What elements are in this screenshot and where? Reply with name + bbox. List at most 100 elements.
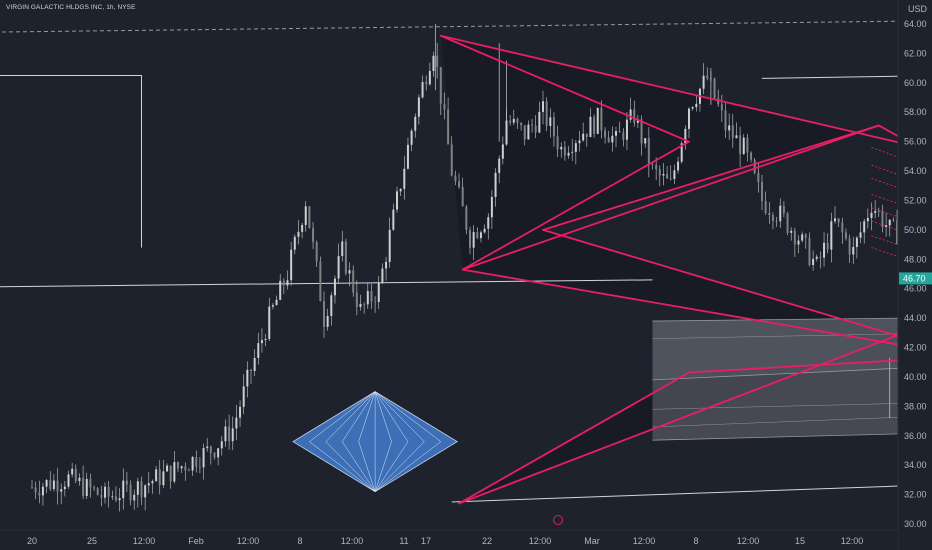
candle-body [585, 133, 588, 138]
candle-body [166, 465, 169, 472]
candle-body [615, 131, 617, 136]
pattern-line [439, 34, 898, 144]
x-tick-label: 25 [87, 536, 97, 546]
candle-body [542, 101, 544, 112]
candle-body [319, 261, 322, 302]
x-tick-label: 11 [399, 536, 408, 546]
candle-body [326, 315, 329, 327]
diamond-ray [342, 391, 376, 442]
candle-body [844, 232, 847, 239]
y-tick-label: 56.00 [904, 137, 927, 147]
candle-body [370, 291, 373, 302]
candle-body [523, 125, 526, 140]
candle-body [768, 212, 771, 215]
candle-body [38, 492, 41, 496]
candle-body [173, 462, 176, 482]
candle-body [421, 81, 424, 98]
y-tick-label: 54.00 [904, 166, 927, 176]
candle-body [666, 173, 669, 179]
white-trend-line [761, 75, 898, 79]
y-tick-label: 30.00 [904, 519, 927, 529]
candle-body [808, 237, 811, 266]
candle-body [315, 241, 318, 262]
candle-body [479, 232, 482, 239]
pattern-line [458, 334, 898, 505]
candle-body [41, 486, 44, 496]
candle-body [447, 109, 450, 145]
candle-body [604, 130, 607, 138]
candle-body [531, 124, 534, 126]
candle-body [392, 209, 395, 230]
candle-body [552, 117, 555, 137]
candle-body [498, 158, 501, 173]
candle-body [282, 280, 285, 286]
x-tick-label: 8 [297, 536, 302, 546]
candle-body [140, 481, 143, 498]
candle-body [866, 218, 869, 222]
candle-body [45, 480, 48, 487]
candle-body [520, 123, 523, 126]
chart-title: VIRGIN GALACTIC HLDGS INC, 1h, NYSE [6, 4, 136, 11]
candle-body [330, 295, 333, 316]
candle-body [74, 468, 77, 482]
event-marker[interactable] [553, 515, 563, 525]
candle-body [560, 146, 563, 150]
candle-body [757, 172, 760, 183]
candle-body [151, 481, 154, 484]
candle-body [815, 256, 818, 259]
candle-body [184, 466, 187, 471]
candle-body [144, 485, 147, 498]
candle-body [71, 468, 74, 475]
candle-body [147, 483, 150, 486]
candle-body [60, 489, 63, 492]
candle-body [93, 487, 96, 489]
candle-body [31, 487, 33, 489]
candle-body [688, 108, 690, 129]
candle-body [651, 164, 654, 166]
candle-body [501, 144, 504, 159]
candle-body [724, 110, 727, 131]
x-tick-label: 22 [482, 536, 492, 546]
candle-body [271, 305, 274, 307]
x-tick-label: 8 [693, 536, 698, 546]
candle-body [775, 220, 778, 222]
candle-body [82, 477, 85, 496]
candle-body [425, 81, 428, 85]
candle-body [118, 498, 121, 501]
candle-body [549, 117, 552, 126]
candle-body [399, 188, 402, 192]
candle-body [202, 448, 205, 468]
candle-body [640, 119, 643, 144]
candle-body [735, 135, 738, 139]
candle-body [793, 230, 796, 245]
candle-body [578, 140, 581, 144]
candle-body [885, 225, 888, 228]
candle-body [655, 164, 658, 170]
candle-body [162, 471, 165, 486]
candle-body [308, 206, 311, 228]
candle-body [888, 219, 891, 226]
y-tick-label: 60.00 [904, 78, 927, 88]
candle-body [213, 452, 216, 458]
diamond-ray [309, 391, 376, 442]
x-tick-label: Mar [584, 536, 600, 546]
x-tick-label: 12:00 [841, 536, 864, 546]
candle-body [217, 448, 220, 458]
y-tick-label: 32.00 [904, 490, 927, 500]
candle-body [826, 242, 829, 250]
candle-body [450, 144, 453, 176]
candle-body [677, 161, 680, 171]
candle-body [195, 456, 198, 468]
candle-body [290, 249, 293, 281]
candle-body [301, 224, 304, 232]
candle-body [107, 486, 110, 497]
pattern-line [688, 359, 898, 374]
y-tick-label: 44.00 [904, 313, 927, 323]
candle-body [852, 247, 855, 255]
plot-area [0, 20, 898, 512]
candle-body [56, 480, 59, 492]
candle-body [385, 261, 388, 269]
candle-body [669, 178, 672, 180]
candle-body [333, 278, 336, 296]
